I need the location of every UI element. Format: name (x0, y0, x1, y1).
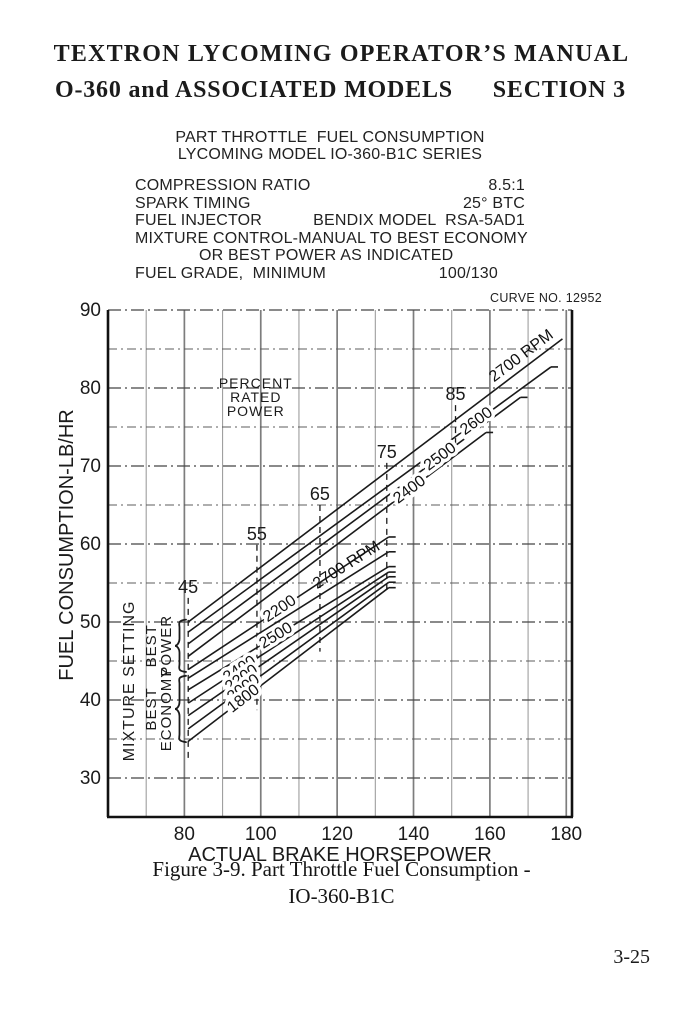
brace-best-power (174, 618, 187, 673)
spec-value: 8.5:1 (488, 177, 525, 194)
mixture-setting-label: MIXTURE SETTING (121, 600, 138, 761)
curve-label-2500: 2500 (421, 439, 460, 474)
x-tick-label: 100 (245, 824, 277, 845)
y-axis-title: FUEL CONSUMPTION-LB/HR (56, 409, 78, 681)
figure-caption: Figure 3-9. Part Throttle Fuel Consumpti… (0, 856, 683, 910)
percent-mark-label: 55 (247, 524, 267, 544)
page-number: 3-25 (613, 946, 650, 968)
spec-value: 25° BTC (462, 194, 525, 212)
curve-best-economy-2200 (187, 576, 390, 717)
y-tick-label: 70 (80, 456, 101, 477)
y-tick-label: 60 (80, 534, 101, 555)
curve-best-economy-2000 (187, 581, 390, 730)
spec-value: 100/130 (438, 264, 498, 282)
section-title: SECTION 3 (492, 77, 626, 103)
spec-label: OR BEST POWER AS INDICATED (199, 247, 454, 265)
spec-label: MIXTURE CONTROL-MANUAL TO BEST ECONOMY (135, 229, 528, 247)
model-title: O-360 and ASSOCIATED MODELS (55, 77, 453, 103)
curve-best-power-2700-RPM (187, 338, 563, 623)
x-tick-label: 120 (321, 824, 353, 845)
curve-number: CURVE NO. 12952 (490, 291, 602, 305)
spec-row-fuel-injector: FUEL INJECTOR BENDIX MODEL RSA-5AD1 (135, 212, 525, 230)
curve-best-economy-2500 (187, 565, 390, 691)
mixture-group-label: BEST (143, 624, 160, 667)
y-tick-label: 40 (80, 690, 101, 711)
y-tick-label: 30 (80, 768, 101, 789)
x-axis-title: ACTUAL BRAKE HORSEPOWER (188, 844, 492, 866)
curve-label-2400: 2400 (390, 472, 429, 507)
mixture-group-label: ECONOMY (158, 667, 175, 752)
percent-mark-label: 75 (377, 442, 397, 462)
x-tick-label: 140 (398, 824, 430, 845)
grid (108, 309, 572, 817)
spec-row-compression-ratio: COMPRESSION RATIO 8.5:1 (135, 177, 525, 195)
spec-label: FUEL GRADE, MINIMUM (135, 264, 326, 282)
percent-mark-label: 85 (446, 384, 466, 404)
spec-row-mixture-control: MIXTURE CONTROL-MANUAL TO BEST ECONOMY (135, 229, 528, 248)
curve-label-2700-RPM: 2700 RPM (486, 327, 557, 386)
mixture-group-label: BEST (143, 687, 160, 730)
percent-rated-power-note: RATED (230, 389, 281, 405)
curve-best-power-2400 (187, 431, 487, 657)
curve-best-economy-1800 (187, 587, 390, 742)
curve-best-power-2500 (187, 396, 521, 645)
y-tick-label: 80 (80, 378, 101, 399)
axes: 80 100 120 140 160 180 30 40 50 60 70 80 90 ACTUAL BR… (56, 300, 582, 866)
figure-caption-line2: IO-360-B1C (288, 884, 395, 908)
spec-row-fuel-grade: FUEL GRADE, MINIMUM 100/130 (135, 265, 525, 283)
spec-rows: COMPRESSION RATIO 8.5:1 SPARK TIMING 25°… (135, 177, 528, 283)
figure-caption-line1: Figure 3-9. Part Throttle Fuel Consumpti… (152, 857, 531, 881)
spec-value: BENDIX MODEL RSA-5AD1 (313, 212, 525, 230)
spec-row-mixture-control-2: OR BEST POWER AS INDICATED (135, 247, 525, 265)
curve-best-economy-2700-RPM (187, 551, 390, 679)
brace-best-economy (174, 674, 187, 744)
curve-label-2500: 2500 (256, 619, 295, 652)
y-tick-label: 50 (80, 612, 101, 633)
x-tick-label: 80 (174, 824, 195, 845)
header-row-2: O-360 and ASSOCIATED MODELS SECTION 3 (55, 76, 626, 104)
curve-best-power-2600 (187, 366, 552, 633)
curve-best-power-2200 (187, 536, 390, 671)
x-tick-label: 160 (474, 824, 506, 845)
chart-title-line1: PART THROTTLE FUEL CONSUMPTION (175, 129, 485, 146)
manual-title: TEXTRON LYCOMING OPERATOR’S MANUAL (53, 41, 630, 67)
spec-label: FUEL INJECTOR (135, 212, 263, 230)
chart-title-line2: LYCOMING MODEL IO-360-B1C SERIES (177, 146, 483, 163)
percent-mark-label: 45 (178, 577, 198, 597)
curve-best-economy-2400 (187, 571, 390, 704)
spec-row-spark-timing: SPARK TIMING 25° BTC (135, 195, 525, 213)
percent-rated-power-note: POWER (227, 403, 285, 419)
plot-frame (106, 310, 574, 819)
percent-mark-label: 65 (310, 484, 330, 504)
chart-spec-block: PART THROTTLE FUEL CONSUMPTION LYCOMING … (135, 129, 528, 283)
spec-label: SPARK TIMING (135, 194, 251, 212)
mixture-group-label: POWER (158, 615, 175, 677)
spec-label: COMPRESSION RATIO (135, 177, 311, 194)
y-tick-label: 90 (80, 300, 101, 321)
percent-rated-power-note: PERCENT (219, 375, 293, 391)
x-tick-label: 180 (550, 824, 582, 845)
